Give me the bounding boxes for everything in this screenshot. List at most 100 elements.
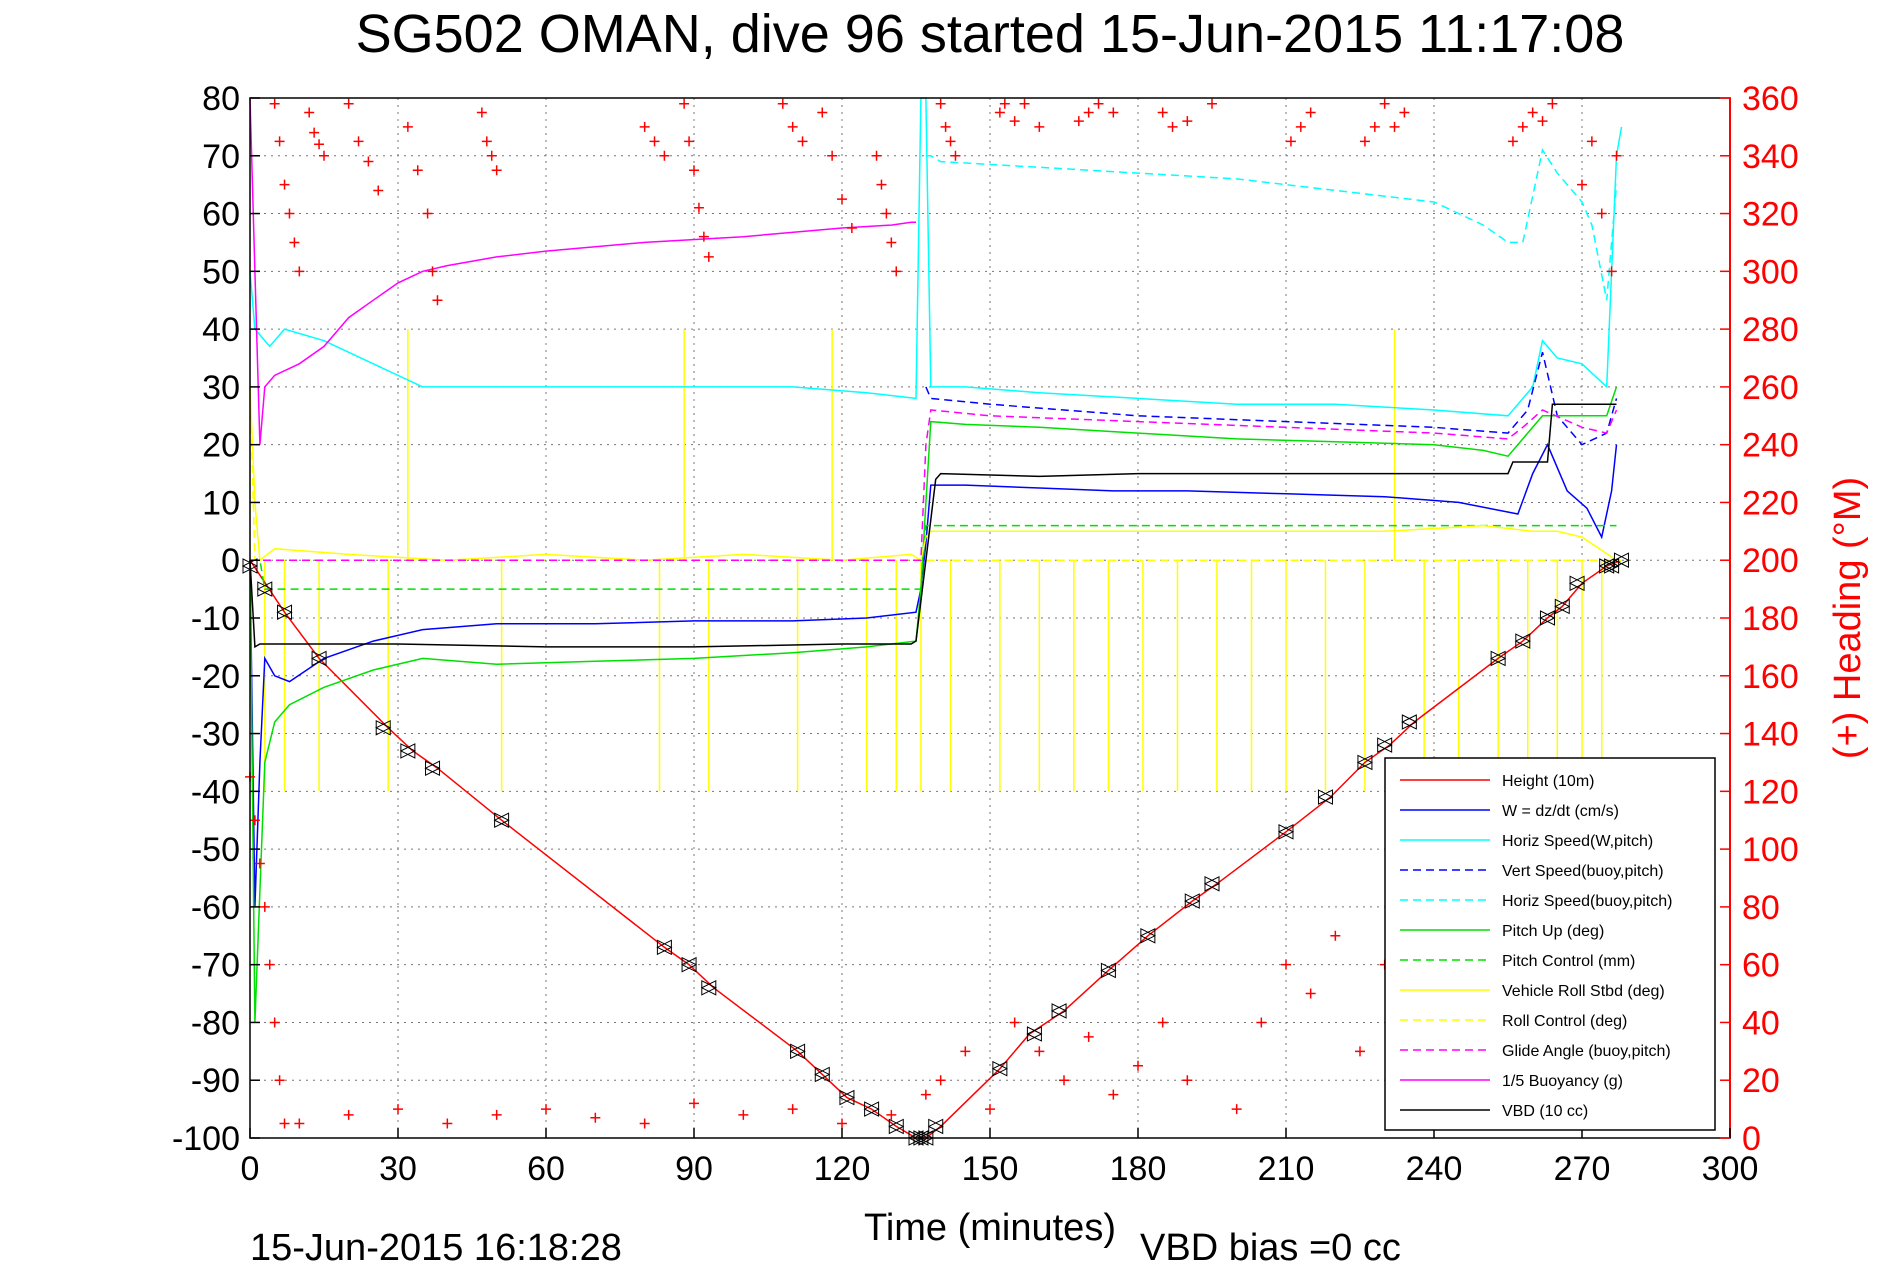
y-tick-label: 50 bbox=[202, 253, 240, 291]
heading-marker bbox=[1537, 116, 1548, 127]
heading-marker bbox=[1389, 121, 1400, 132]
y-tick-label: -90 bbox=[191, 1062, 240, 1100]
heading-marker bbox=[1133, 1060, 1143, 1071]
y2-tick-label: 200 bbox=[1742, 542, 1799, 580]
heading-marker bbox=[1182, 1075, 1193, 1086]
heading-marker bbox=[264, 959, 275, 970]
heading-marker bbox=[289, 237, 300, 248]
y-tick-label: -10 bbox=[191, 600, 240, 638]
x-tick-label: 150 bbox=[962, 1150, 1019, 1188]
x-tick-label: 90 bbox=[675, 1150, 713, 1188]
heading-marker bbox=[1517, 121, 1528, 132]
depth-marker bbox=[1026, 1026, 1043, 1042]
footer-timestamp: 15-Jun-2015 16:18:28 bbox=[250, 1227, 622, 1262]
heading-marker bbox=[891, 266, 902, 277]
axis-ticks: 0 30 60 90 120 150 180 210 240 270 300807060504030… bbox=[172, 80, 1799, 1188]
y-tick-label: 30 bbox=[202, 369, 240, 407]
heading-marker bbox=[274, 1075, 285, 1086]
heading-marker bbox=[999, 98, 1010, 109]
heading-marker bbox=[698, 231, 709, 242]
heading-marker bbox=[1577, 179, 1587, 190]
heading-marker bbox=[659, 150, 670, 161]
x-tick-label: 240 bbox=[1406, 1150, 1463, 1188]
heading-marker bbox=[1527, 107, 1538, 118]
legend-label: W = dz/dt (cm/s) bbox=[1502, 803, 1619, 820]
y2-tick-label: 40 bbox=[1742, 1004, 1780, 1042]
x-tick-label: 120 bbox=[814, 1150, 871, 1188]
heading-marker bbox=[491, 165, 502, 176]
heading-marker bbox=[343, 1109, 354, 1120]
heading-marker bbox=[249, 815, 260, 826]
heading-marker bbox=[639, 1118, 650, 1129]
heading-marker bbox=[886, 237, 897, 248]
series-line bbox=[249, 403, 1617, 649]
depth-marker bbox=[1139, 927, 1156, 944]
heading-marker bbox=[1281, 959, 1291, 970]
y-tick-label: -100 bbox=[172, 1120, 240, 1158]
heading-marker bbox=[304, 107, 315, 118]
heading-marker bbox=[876, 179, 887, 190]
heading-marker bbox=[1285, 136, 1296, 147]
heading-marker bbox=[871, 150, 882, 161]
heading-marker bbox=[476, 107, 487, 118]
depth-marker bbox=[310, 650, 328, 667]
heading-marker bbox=[1108, 1089, 1119, 1100]
y-tick-label: -50 bbox=[191, 831, 240, 869]
heading-marker bbox=[738, 1109, 749, 1120]
heading-marker bbox=[427, 266, 438, 277]
heading-marker bbox=[1305, 988, 1316, 999]
heading-marker bbox=[1596, 208, 1607, 219]
depth-marker bbox=[1598, 558, 1615, 574]
legend-box bbox=[1384, 757, 1716, 1131]
heading-marker bbox=[1108, 107, 1119, 118]
heading-marker bbox=[422, 208, 433, 219]
heading-marker bbox=[703, 251, 714, 262]
legend-label: Horiz Speed(buoy,pitch) bbox=[1502, 893, 1672, 910]
heading-marker bbox=[1256, 1017, 1267, 1028]
heading-marker bbox=[393, 1104, 403, 1115]
heading-marker bbox=[1369, 121, 1380, 132]
y-tick-label: 60 bbox=[202, 196, 240, 234]
heading-marker bbox=[1083, 1031, 1094, 1042]
x-tick-label: 30 bbox=[379, 1150, 417, 1188]
heading-marker bbox=[279, 1118, 290, 1129]
heading-marker bbox=[639, 121, 650, 132]
x-axis-label: Time (minutes) bbox=[864, 1207, 1116, 1249]
footer-vbd-bias: VBD bias =0 cc bbox=[1140, 1227, 1401, 1262]
heading-marker bbox=[541, 1104, 551, 1115]
x-tick-label: 210 bbox=[1258, 1150, 1315, 1188]
legend: Height (10m) W = dz/dt (cm/s) Horiz Speed(… bbox=[1384, 757, 1716, 1131]
legend-label: 1/5 Buoyancy (g) bbox=[1502, 1073, 1623, 1090]
heading-marker bbox=[254, 858, 265, 869]
depth-marker bbox=[700, 979, 717, 996]
heading-marker bbox=[412, 165, 423, 176]
heading-marker bbox=[1083, 107, 1094, 118]
heading-marker bbox=[1295, 121, 1306, 132]
heading-marker bbox=[590, 1112, 601, 1123]
depth-marker bbox=[814, 1066, 831, 1083]
heading-marker bbox=[994, 107, 1005, 118]
series-line bbox=[249, 386, 1617, 562]
series-line bbox=[249, 97, 916, 445]
heading-marker bbox=[294, 1118, 305, 1129]
heading-marker bbox=[985, 1104, 995, 1115]
depth-marker bbox=[256, 581, 273, 597]
heading-marker bbox=[1034, 1046, 1045, 1057]
heading-marker bbox=[689, 1098, 699, 1109]
y-tick-label: -60 bbox=[191, 889, 240, 927]
depth-marker bbox=[1050, 1003, 1068, 1019]
y2-tick-label: 100 bbox=[1742, 831, 1799, 869]
legend-label: Vehicle Roll Stbd (deg) bbox=[1502, 983, 1665, 1000]
depth-marker bbox=[1539, 610, 1556, 626]
legend-label: Pitch Up (deg) bbox=[1502, 923, 1604, 940]
y2-tick-label: 340 bbox=[1742, 138, 1799, 176]
heading-marker bbox=[1009, 1017, 1020, 1028]
heading-marker bbox=[1231, 1104, 1242, 1115]
heading-marker bbox=[1034, 121, 1045, 132]
legend-label: VBD (10 cc) bbox=[1502, 1103, 1588, 1120]
heading-marker bbox=[373, 185, 384, 196]
y-tick-label: 80 bbox=[202, 80, 240, 118]
heading-marker bbox=[402, 121, 413, 132]
heading-marker bbox=[1611, 150, 1622, 161]
